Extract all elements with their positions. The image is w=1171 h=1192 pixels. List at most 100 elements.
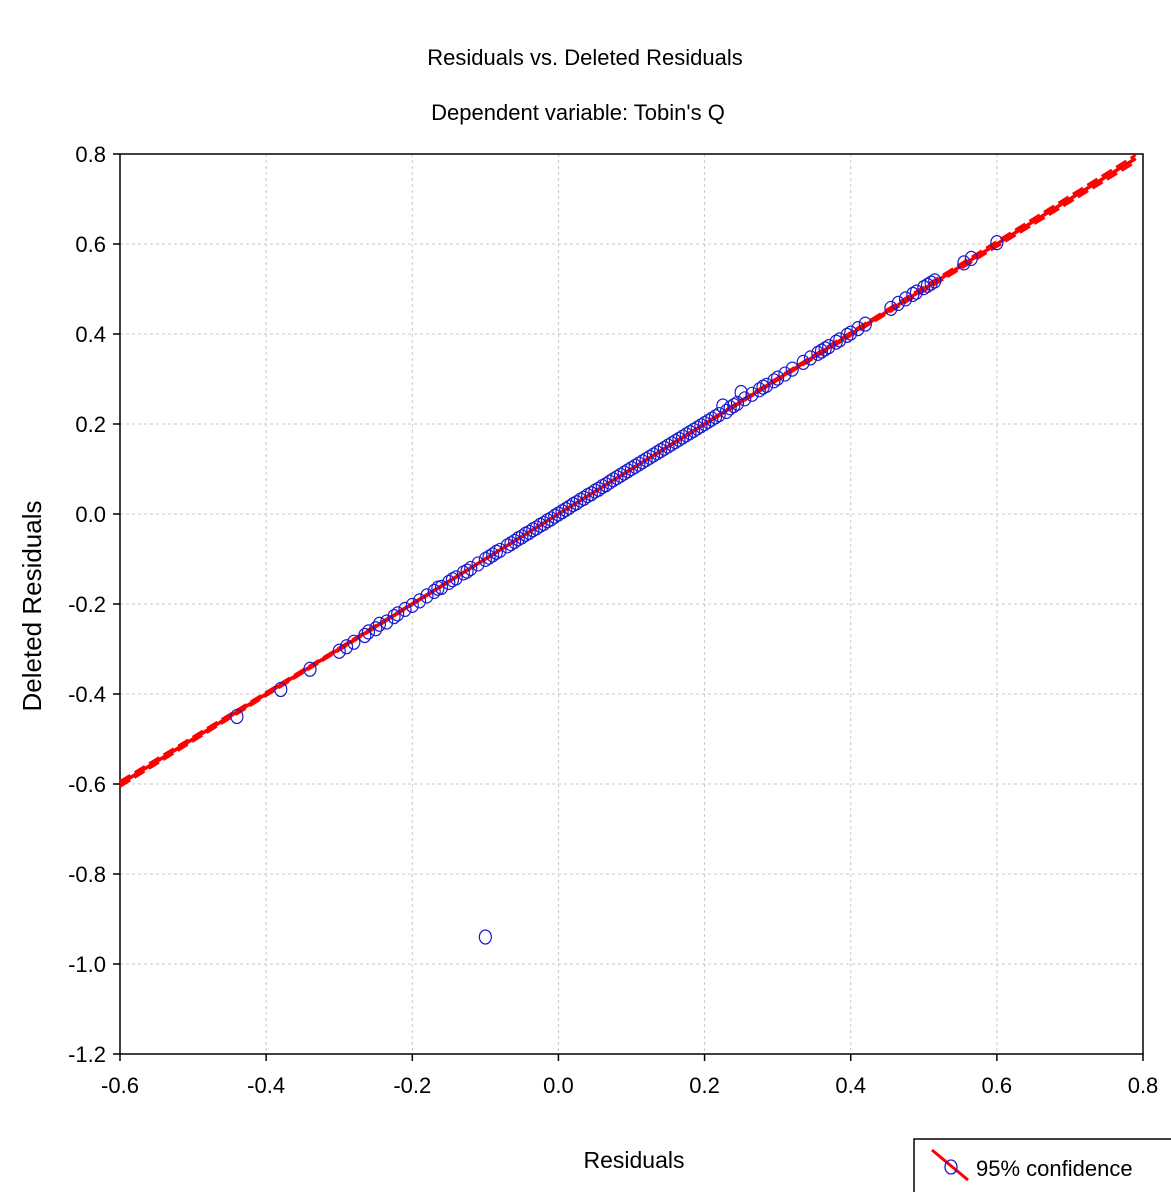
y-tick-label: -1.2 — [68, 1042, 106, 1067]
data-point — [398, 601, 412, 618]
data-point — [529, 520, 544, 536]
data-point — [796, 354, 810, 370]
x-tick-label: 0.2 — [689, 1073, 720, 1098]
data-point — [964, 250, 978, 266]
data-point — [898, 291, 913, 307]
data-point — [730, 395, 745, 411]
x-tick-label: 0.0 — [543, 1073, 574, 1098]
data-point — [412, 593, 427, 609]
data-point — [486, 547, 500, 563]
y-tick-label: -0.6 — [68, 772, 106, 797]
x-axis-label: Residuals — [584, 1147, 685, 1173]
data-point — [833, 332, 847, 348]
data-point — [778, 366, 792, 382]
data-point — [909, 284, 924, 300]
data-point — [745, 386, 759, 402]
data-point — [884, 300, 898, 316]
y-tick-label: -0.8 — [68, 862, 106, 887]
data-point — [515, 529, 529, 545]
y-tick-label: 0.2 — [75, 412, 106, 437]
data-point — [957, 255, 971, 271]
y-tick-label: 0.0 — [75, 502, 106, 527]
data-point — [767, 373, 781, 389]
data-point — [303, 661, 317, 677]
data-point — [387, 608, 401, 625]
data-point — [405, 597, 419, 613]
data-point — [460, 563, 474, 579]
x-tick-label: -0.2 — [393, 1073, 431, 1098]
legend-line-swatch — [931, 1148, 969, 1182]
data-point — [347, 634, 361, 650]
data-point — [420, 588, 434, 604]
data-point — [752, 382, 766, 398]
y-axis-tick-labels: -1.2 -1.0 -0.8 -0.6 -0.4 -0.2 0.0 0.2 0.4 0.6 0.8 — [68, 142, 106, 1067]
data-point — [599, 477, 613, 493]
data-point — [369, 621, 383, 637]
data-points — [230, 235, 1004, 945]
data-point — [230, 708, 244, 725]
data-point — [339, 639, 354, 655]
data-point — [844, 325, 858, 341]
data-point — [361, 624, 376, 640]
data-point — [427, 583, 441, 600]
data-point — [716, 398, 730, 414]
outlier-point — [478, 929, 492, 945]
data-point — [712, 406, 726, 423]
axis-ticks — [113, 153, 1144, 1061]
x-tick-label: 0.8 — [1128, 1073, 1159, 1098]
data-point — [493, 542, 507, 559]
data-point — [570, 495, 584, 511]
y-tick-label: -0.2 — [68, 592, 106, 617]
data-point — [537, 515, 551, 532]
data-point — [928, 273, 942, 289]
x-tick-label: 0.6 — [982, 1073, 1013, 1098]
data-point — [803, 350, 818, 366]
x-tick-label: -0.4 — [247, 1073, 285, 1098]
x-axis-tick-labels: -0.6 -0.4 -0.2 0.0 0.2 0.4 0.6 0.8 — [101, 1073, 1158, 1098]
data-point — [449, 570, 463, 586]
data-point — [577, 490, 591, 506]
legend-label: 95% confidence — [976, 1156, 1133, 1181]
data-point — [771, 370, 785, 386]
y-tick-label: 0.6 — [75, 232, 106, 257]
data-point — [851, 321, 865, 337]
data-point — [592, 481, 606, 497]
chart-title: Residuals vs. Deleted Residuals — [427, 45, 743, 70]
y-tick-label: -1.0 — [68, 952, 106, 977]
data-point — [990, 235, 1004, 251]
data-point — [719, 403, 734, 419]
x-tick-label: 0.4 — [835, 1073, 866, 1098]
data-point — [507, 533, 522, 550]
data-point — [372, 616, 387, 632]
data-point — [562, 499, 576, 515]
legend-point-swatch — [944, 1159, 958, 1175]
y-tick-label: -0.4 — [68, 682, 106, 707]
data-point — [785, 361, 799, 377]
data-point — [738, 391, 752, 407]
y-tick-label: 0.8 — [75, 142, 106, 167]
data-point — [891, 295, 905, 311]
grid-lines — [120, 154, 1143, 1054]
data-point — [544, 511, 558, 527]
data-point — [584, 486, 598, 502]
data-point — [442, 574, 456, 591]
data-point — [822, 339, 836, 355]
data-point — [358, 627, 372, 644]
data-point — [391, 606, 405, 622]
chart-subtitle: Dependent variable: Tobin's Q — [431, 100, 725, 125]
legend: 95% confidence — [913, 1138, 1171, 1192]
data-point — [332, 643, 346, 659]
data-point — [858, 316, 872, 332]
y-tick-label: 0.4 — [75, 322, 106, 347]
data-point — [464, 560, 478, 577]
data-point — [434, 579, 449, 595]
data-point — [274, 681, 288, 698]
data-point — [522, 524, 536, 541]
data-point — [380, 614, 394, 630]
data-point — [471, 556, 485, 572]
x-tick-label: -0.6 — [101, 1073, 139, 1098]
y-axis-label: Deleted Residuals — [17, 500, 47, 711]
data-point — [760, 377, 774, 393]
